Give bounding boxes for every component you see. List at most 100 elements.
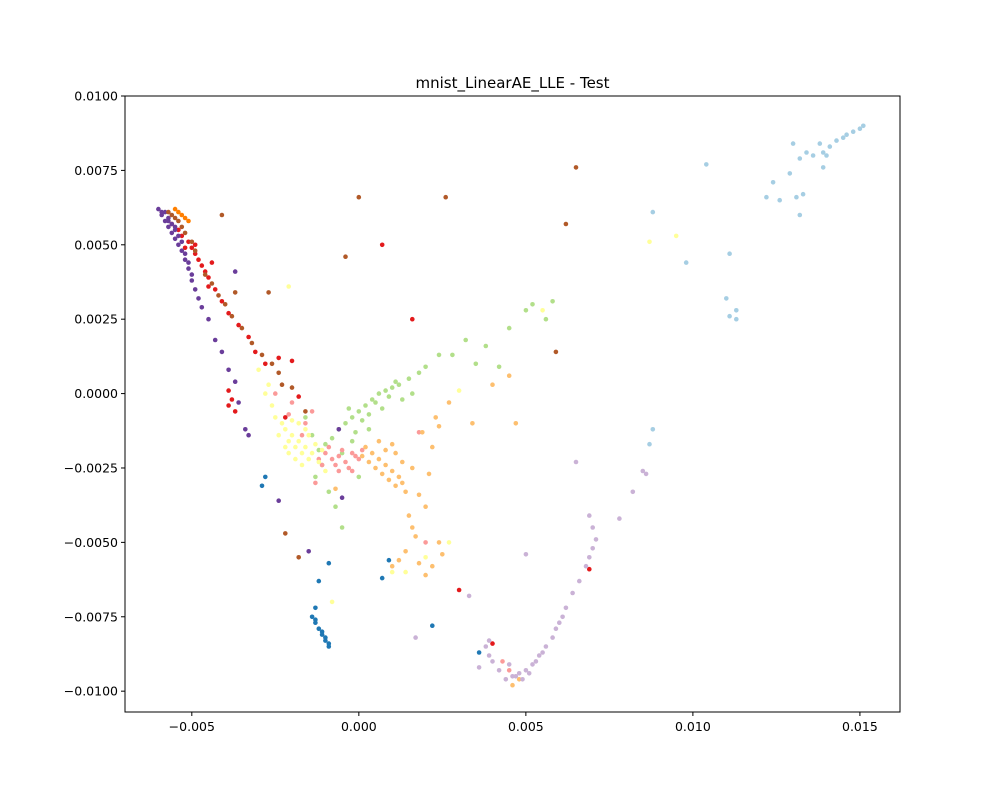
scatter-point — [820, 165, 826, 170]
scatter-point — [506, 668, 512, 673]
scatter-point — [172, 224, 178, 230]
scatter-point — [403, 569, 408, 575]
scatter-point — [587, 513, 592, 518]
scatter-point — [179, 224, 185, 230]
scatter-point — [289, 418, 295, 423]
scatter-point — [349, 415, 355, 420]
scatter-point — [383, 462, 388, 468]
scatter-point — [797, 156, 803, 161]
scatter-point — [587, 566, 592, 572]
scatter-point — [196, 296, 201, 301]
scatter-point — [423, 540, 428, 545]
scatter-point — [206, 275, 211, 280]
scatter-point — [326, 560, 332, 566]
scatter-point — [483, 644, 489, 649]
scatter-point — [573, 459, 579, 465]
x-tick-label: −0.005 — [169, 719, 215, 734]
scatter-point — [333, 462, 338, 468]
x-tick-label: 0.005 — [508, 719, 544, 734]
scatter-point — [186, 239, 191, 245]
scatter-point — [229, 397, 235, 402]
scatter-point — [169, 230, 175, 236]
scatter-point — [276, 498, 282, 504]
scatter-point — [229, 313, 235, 319]
scatter-point — [590, 546, 595, 551]
scatter-point — [206, 284, 211, 289]
scatter-point — [423, 555, 428, 560]
scatter-point — [256, 367, 261, 373]
scatter-point — [303, 415, 308, 420]
scatter-point — [249, 340, 255, 346]
scatter-point — [540, 308, 545, 313]
scatter-point — [283, 427, 288, 432]
scatter-point — [359, 447, 365, 453]
scatter-point — [289, 385, 295, 390]
scatter-point — [393, 483, 398, 489]
scatter-point — [379, 406, 385, 411]
scatter-point — [523, 552, 529, 557]
scatter-point — [410, 316, 415, 322]
scatter-point — [316, 459, 322, 465]
scatter-point — [513, 674, 519, 679]
scatter-point — [386, 394, 392, 399]
scatter-point — [219, 212, 225, 218]
scatter-point — [433, 415, 439, 420]
scatter-point — [473, 361, 479, 367]
scatter-point — [363, 444, 368, 450]
scatter-point — [286, 438, 292, 444]
scatter-point — [243, 427, 248, 432]
scatter-point — [513, 421, 519, 426]
scatter-point — [363, 403, 368, 408]
scatter-point — [166, 218, 171, 224]
scatter-point — [483, 343, 489, 349]
y-tick-label: −0.0075 — [64, 609, 118, 624]
y-tick-label: 0.0000 — [74, 386, 118, 401]
scatter-point — [413, 534, 418, 539]
scatter-point — [563, 605, 569, 611]
scatter-point — [169, 221, 175, 227]
scatter-point — [172, 215, 178, 221]
scatter-point — [650, 427, 656, 432]
x-tick-label: 0.000 — [341, 719, 377, 734]
scatter-point — [179, 248, 185, 253]
scatter-point — [389, 569, 395, 575]
scatter-point — [346, 465, 352, 471]
scatter-point — [800, 191, 806, 197]
scatter-point — [179, 212, 185, 218]
scatter-point — [303, 427, 308, 432]
scatter-point — [336, 427, 342, 432]
scatter-point — [790, 141, 796, 146]
scatter-point — [323, 468, 328, 474]
scatter-point — [396, 557, 402, 563]
scatter-point — [296, 438, 302, 444]
scatter-point — [724, 296, 729, 301]
scatter-point — [840, 135, 846, 140]
scatter-point — [553, 626, 559, 631]
scatter-point — [406, 376, 412, 382]
scatter-point — [232, 379, 238, 385]
scatter-point — [804, 150, 809, 155]
scatter-point — [523, 308, 529, 313]
scatter-point — [426, 471, 432, 477]
y-tick-label: 0.0100 — [74, 89, 118, 104]
scatter-point — [273, 391, 278, 396]
scatter-point — [236, 400, 241, 405]
scatter-point — [383, 447, 388, 453]
y-tick-label: 0.0025 — [74, 312, 118, 327]
scatter-point — [182, 251, 188, 256]
scatter-point — [817, 141, 823, 146]
scatter-point — [850, 129, 856, 134]
scatter-point — [333, 504, 338, 510]
scatter-point — [446, 540, 452, 545]
scatter-point — [219, 349, 225, 355]
scatter-point — [356, 474, 362, 480]
scatter-point — [593, 537, 599, 542]
scatter-point — [550, 635, 555, 640]
scatter-point — [436, 540, 442, 545]
scatter-point — [186, 260, 191, 265]
scatter-point — [286, 284, 292, 289]
scatter-point — [316, 626, 322, 631]
scatter-point — [349, 438, 355, 444]
scatter-point — [369, 397, 375, 402]
scatter-point — [536, 653, 542, 658]
